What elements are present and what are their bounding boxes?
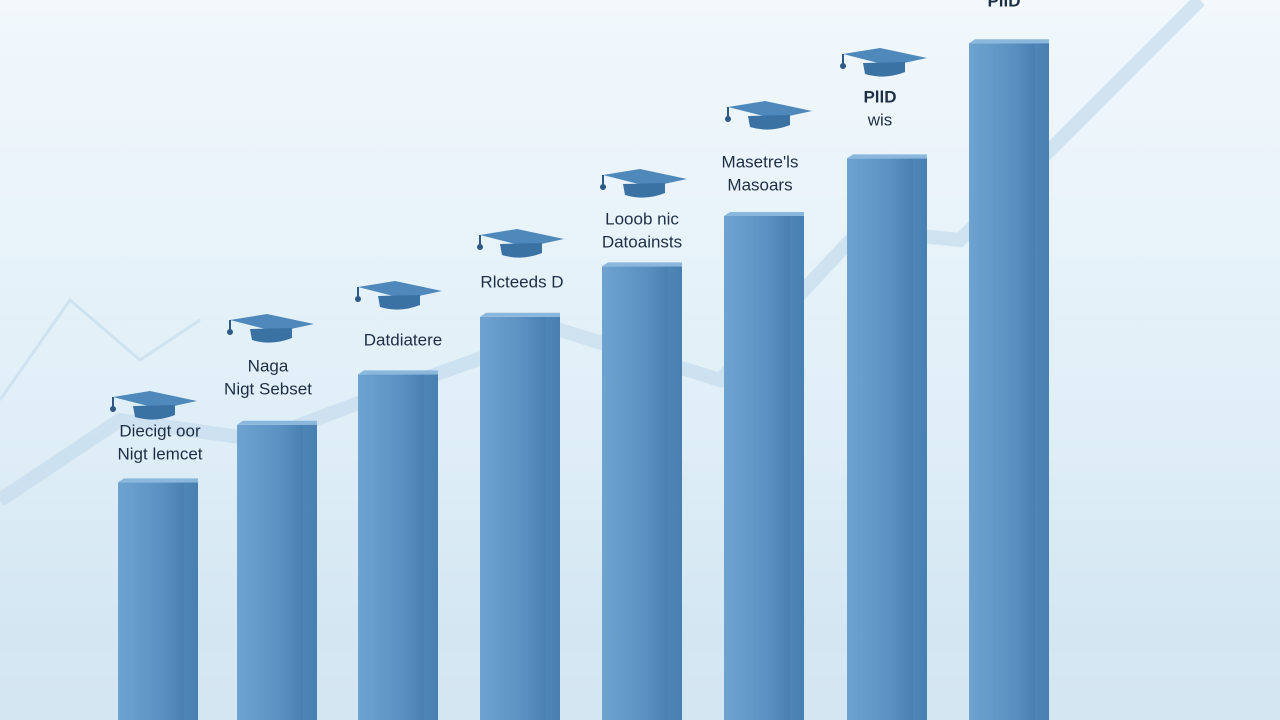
bar-top	[724, 212, 804, 216]
bar-top	[480, 312, 560, 317]
bar-top	[602, 262, 682, 267]
bar	[847, 158, 927, 720]
background-line	[0, 297, 201, 401]
bar	[480, 316, 560, 720]
bar-side	[913, 158, 927, 720]
bar	[969, 43, 1049, 720]
bar-top	[969, 39, 1049, 44]
cap-tassel	[355, 296, 361, 302]
bar-side	[790, 216, 804, 720]
graduation-cap	[728, 101, 812, 119]
graduation-cap	[358, 281, 442, 299]
category-label: PllD	[863, 87, 896, 106]
category-label: Naga	[248, 356, 289, 375]
bar-side	[184, 482, 198, 720]
graduation-cap	[500, 243, 542, 258]
cap-tassel	[227, 329, 233, 335]
bar	[602, 266, 682, 720]
category-label: Nigt Sebset	[224, 379, 312, 398]
graduation-cap	[113, 391, 197, 409]
cap-tassel	[840, 63, 846, 69]
category-label: Diecigt oor	[119, 421, 201, 440]
bar-side	[546, 316, 560, 720]
bar	[724, 216, 804, 720]
bar-side	[668, 266, 682, 720]
category-label: Rlcteeds D	[480, 272, 563, 291]
category-label: Masetre'ls	[722, 152, 799, 171]
graduation-cap	[480, 229, 564, 247]
category-label: PllD	[987, 0, 1020, 10]
bars: Diecigt oor Nigt lemcet Naga Nigt Sebset Dat…	[110, 0, 1049, 720]
bar	[358, 374, 438, 720]
cap-tassel	[600, 184, 606, 190]
graduation-cap	[623, 183, 665, 198]
bar-side	[424, 374, 438, 720]
category-label: wis	[867, 110, 893, 129]
bar-top	[358, 370, 438, 375]
cap-tassel	[110, 406, 116, 412]
graduation-cap	[133, 405, 175, 420]
bar	[118, 482, 198, 720]
category-label: Looob nic	[605, 209, 679, 228]
cap-tassel	[477, 244, 483, 250]
graduation-cap	[748, 115, 790, 130]
bar-top	[847, 154, 927, 159]
category-label: Datdiatere	[364, 330, 442, 349]
graduation-cap	[378, 295, 420, 310]
bar-side	[303, 424, 317, 720]
bar-top	[118, 478, 198, 483]
category-label: Masoars	[727, 175, 792, 194]
graduation-cap	[843, 48, 927, 66]
graduation-cap	[230, 314, 314, 332]
bar-side	[1035, 43, 1049, 720]
bar-top	[237, 420, 317, 425]
graduation-cap	[863, 62, 905, 77]
graduation-cap	[250, 328, 292, 343]
category-label: Datoainsts	[602, 232, 682, 251]
bar	[237, 424, 317, 720]
category-label: Nigt lemcet	[117, 444, 202, 463]
cap-tassel	[725, 116, 731, 122]
graduation-cap	[603, 169, 687, 187]
